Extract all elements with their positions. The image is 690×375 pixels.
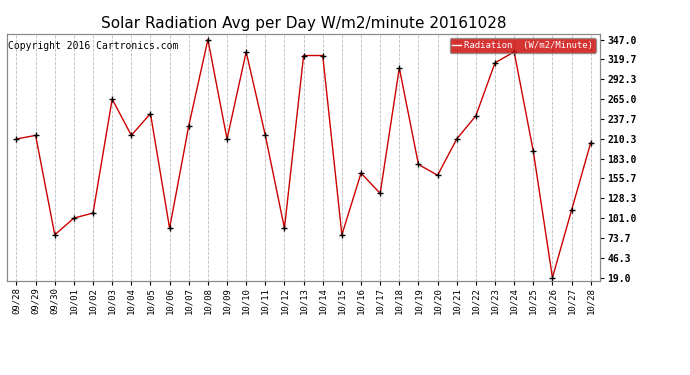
Text: Copyright 2016 Cartronics.com: Copyright 2016 Cartronics.com: [8, 41, 179, 51]
Title: Solar Radiation Avg per Day W/m2/minute 20161028: Solar Radiation Avg per Day W/m2/minute …: [101, 16, 506, 31]
Legend: Radiation  (W/m2/Minute): Radiation (W/m2/Minute): [450, 38, 595, 53]
